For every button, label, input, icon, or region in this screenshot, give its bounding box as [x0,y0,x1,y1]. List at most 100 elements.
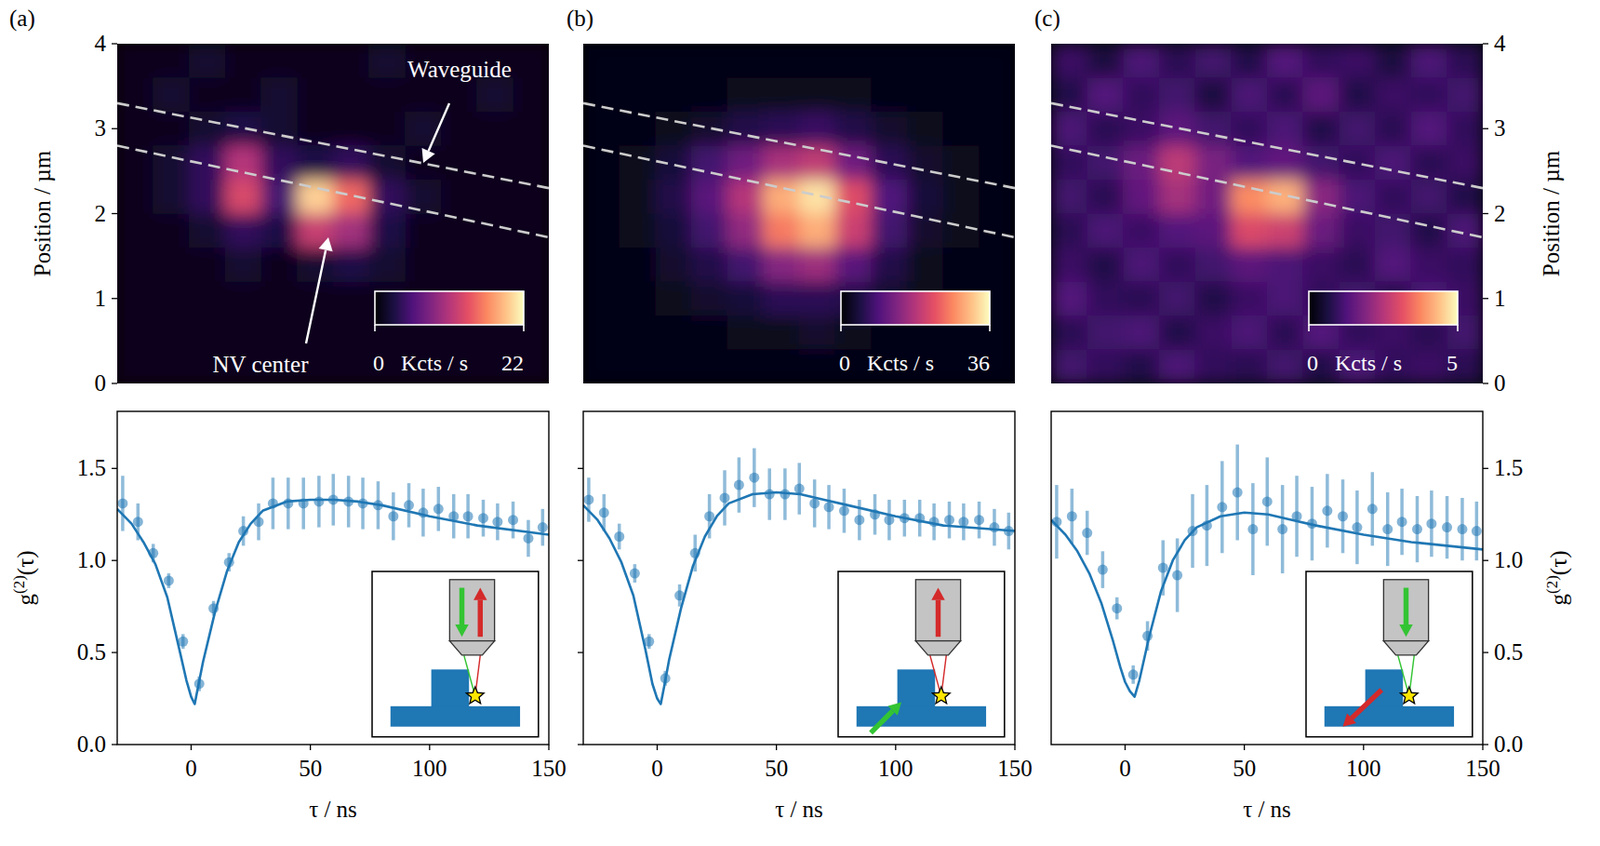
data-point [1277,523,1288,534]
waveguide-edge [117,103,549,188]
objective-tip [449,640,494,655]
data-point [1232,487,1243,498]
y-tick [1482,743,1489,745]
heatmap-cell [943,111,980,147]
heatmap-cell [906,247,944,282]
heatmap-cell [1159,247,1196,282]
heatmap-cell [583,349,620,385]
data-point [1128,668,1139,680]
heatmap-cell [1051,281,1088,317]
heatmap-cell [404,213,441,249]
heatmap-cell [1230,78,1267,113]
colorbar-tick-label: 0 [839,350,851,375]
heatmap-cell [1159,43,1196,79]
heatmap-cell [1087,78,1124,113]
axis-title: Position / µm [1538,149,1564,277]
y-tick-label: 3 [94,115,107,141]
heatmap-cell [1374,43,1412,79]
heatmap-cell [153,247,190,282]
heatmap-cell [1122,179,1160,214]
heatmap-cell [583,315,620,350]
heatmap-cell [762,43,800,79]
heatmap-cell [225,315,262,350]
heatmap-cell [1051,315,1088,350]
heatmap-cell [619,247,656,282]
data-point [1367,503,1378,514]
x-tick [309,744,311,750]
heatmap-cell [296,146,334,181]
heatmap-cell [117,146,154,181]
heatmap-cell [870,78,907,113]
heatmap-cell [333,43,370,79]
x-tick-label: 100 [878,755,914,781]
waveguide-ridge [431,668,470,707]
heatmap-cell [1374,247,1412,282]
heatmap-cell [225,111,262,147]
heatmap-cell [619,213,656,249]
heatmap-cell [978,179,1015,214]
heatmap-cell [1195,146,1232,181]
y-tick [1482,560,1489,561]
heatmap-cell [619,315,656,350]
axis-title: g(2)(τ) [1543,549,1573,605]
arrow-shaft [428,103,450,151]
colorbar [1308,291,1458,325]
heatmap-ground [583,43,1015,384]
heatmap-cell [1338,247,1375,282]
y-tick-label: 3 [1493,115,1507,141]
heatmap-cell [261,315,298,350]
plot-frame [117,411,549,745]
heatmap-cell [1051,349,1088,385]
heatmap-cell [477,247,514,282]
heatmap-cell [261,146,298,181]
arrow-head [1342,712,1357,726]
heatmap-cell [1087,315,1124,350]
x-tick [1481,744,1483,750]
heatmap-cell [1195,78,1232,113]
heatmap-cell [1122,111,1160,147]
heatmap-cell [1266,349,1304,385]
heatmap-cell [978,43,1015,79]
heatmap-cell [1266,111,1304,147]
x-tick-label: 0 [651,755,664,781]
heatmap-cell [799,213,836,249]
waveguide-base [856,706,987,727]
x-tick [1013,744,1015,750]
heatmap-cell [1122,349,1160,385]
data-point [463,510,474,521]
axis-title: g(2)(τ) [10,549,40,605]
y-tick [1482,42,1489,44]
data-point [973,514,985,525]
data-point [1382,523,1393,534]
heatmap-cell [835,78,872,113]
colorbar-tick-label: 0 [1306,350,1319,375]
heatmap-cell [333,315,370,350]
heatmap-cell [583,213,620,249]
heatmap-cell [333,247,370,282]
heatmap-cell [153,146,190,181]
heatmap-cell [225,213,262,249]
heatmap-cell [1230,281,1267,317]
heatmap-cell [333,78,370,113]
heatmap-plot [583,43,1015,384]
y-tick [1482,128,1489,130]
waveguide-edge [583,103,1015,188]
heatmap-cell [870,146,907,181]
y-tick-label: 1 [1493,285,1507,311]
heatmap-cell [654,78,692,113]
heatmap-cell [691,315,728,350]
x-tick [894,744,896,750]
heatmap-cell [978,78,1015,113]
heatmap-cell [1266,43,1304,79]
heatmap-cell [799,111,836,147]
data-point [599,506,610,518]
arrow-head [888,701,902,715]
heatmap-cell [1446,179,1483,214]
heatmap-cell [117,247,154,282]
panel-label: (c) [1034,5,1061,32]
x-tick-label: 150 [997,755,1033,781]
heatmap-cell [1266,213,1304,249]
heatmap-cell [583,146,620,181]
y-tick-label: 1 [94,285,107,311]
data-point [1172,570,1183,581]
